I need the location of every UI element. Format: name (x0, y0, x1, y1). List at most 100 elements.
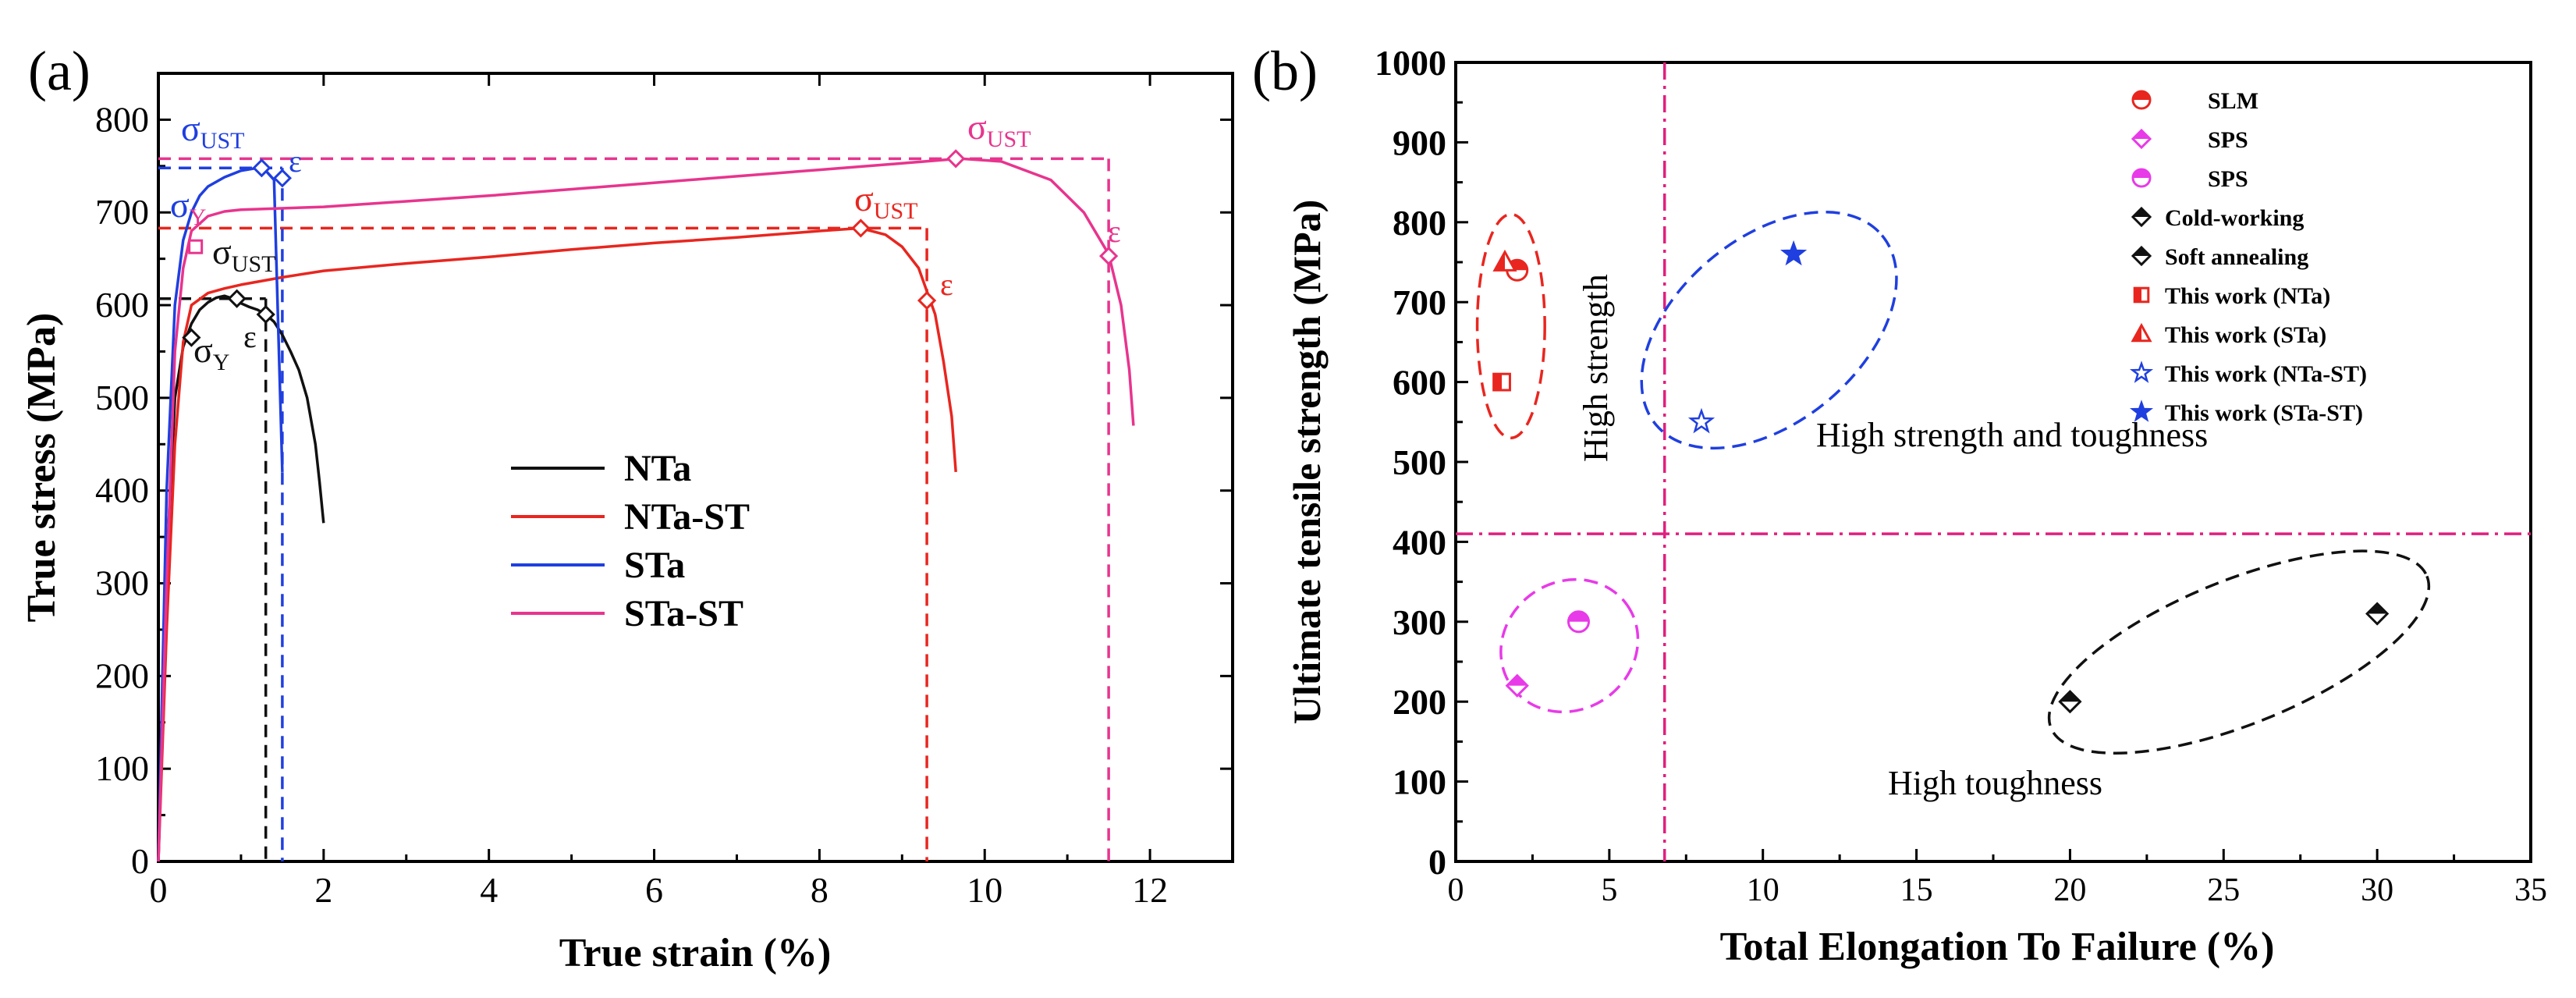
panel-a-dashed-guide (158, 226, 928, 861)
panel-b-y-tick-labels: 0 100 200 300 400 500 600 700 800 900 1000 (1375, 43, 1446, 882)
legend-label-this-work-nta: This work (NTa) (2165, 283, 2330, 309)
panel-b-y-tick-label: 300 (1393, 602, 1446, 642)
panel-b-x-axis-label: Total Elongation To Failure (%) (1720, 925, 2275, 969)
panel-b-reference-lines (1456, 62, 2531, 861)
panel-a-y-axis-label: True stress (MPa) (20, 313, 64, 623)
legend-marker-this-work-nta-st (2129, 360, 2154, 383)
legend-label-this-work-sta-st: This work (STa-ST) (2165, 400, 2363, 426)
point-this-work-nta (1492, 372, 1511, 392)
point-sps-fill (1506, 675, 1528, 686)
region-label-high-strength-toughness: High strength and toughness (1816, 416, 2208, 454)
legend-marker-sps-fill (2133, 169, 2150, 178)
point-this-work-nta-st-shape (1687, 407, 1716, 434)
legend-marker-soft-annealing (2131, 245, 2152, 267)
legend-marker-this-work-nta-st-shape (2129, 360, 2154, 383)
panel-a-x-tick-label: 8 (811, 870, 829, 910)
marker-sta-point (272, 169, 293, 188)
panel-b-y-tick-label: 500 (1393, 442, 1446, 482)
marker-sta-st-point (1098, 246, 1119, 266)
point-this-work-sta (1492, 249, 1517, 272)
panel-a-y-tick-label: 400 (95, 471, 149, 510)
panel-b-region-labels: High strength and toughness High toughne… (1577, 274, 2208, 802)
legend-label-slm: SLM (2208, 88, 2258, 114)
legend-marker-sps-fill (2133, 130, 2150, 139)
legend-marker-this-work-sta-st-shape (2129, 400, 2154, 422)
panel-a-x-tick-label: 10 (967, 870, 1002, 910)
panel-b-y-tick-label: 400 (1393, 522, 1446, 562)
panel-b-y-tick-label: 0 (1428, 842, 1446, 882)
region-ellipse-high-strength-and-toughness (1640, 210, 1898, 450)
panel-b-ticks (1454, 61, 2532, 863)
point-soft-annealing-fill (2060, 691, 2081, 702)
panel-a-y-tick-label: 600 (95, 285, 149, 325)
annotation-epsilon-sta-st: ε (1108, 214, 1121, 249)
panel-b-x-tick-label: 30 (2361, 872, 2393, 908)
panel-a-x-tick-label: 2 (314, 870, 332, 910)
point-soft-annealing (2058, 690, 2082, 714)
series-line-sta-st (157, 157, 1135, 862)
legend-label-cold-working: Cold-working (2165, 205, 2304, 231)
marker-sta-st-yield (188, 239, 204, 254)
point-this-work-nta-st (1687, 407, 1716, 434)
legend-label-sps: SPS (2208, 166, 2248, 192)
panel-b-regions (1475, 210, 2431, 755)
annotation-sigma-y-sta-st: σY (170, 185, 206, 230)
marker-nta-point (182, 328, 201, 347)
region-label-high-toughness: High toughness (1888, 764, 2102, 802)
panel-b-x-tick-label: 15 (1900, 872, 1933, 908)
annotation-epsilon-nta: ε (243, 319, 257, 354)
annotation-sigma-y-nta: σY (193, 330, 229, 375)
panel-b-x-tick-label: 10 (1747, 872, 1779, 908)
panel-b-y-tick-label: 600 (1393, 363, 1446, 403)
legend-label-nta-st: NTa-ST (624, 496, 750, 538)
panel-b-y-tick-label: 800 (1393, 203, 1446, 243)
marker-sta-st-point (946, 149, 966, 169)
legend-label-this-work-sta: This work (STa) (2165, 322, 2326, 348)
panel-a-legend: NTa NTa-ST STa STa-ST (511, 448, 750, 634)
panel-b-label: (b) (1252, 40, 1318, 102)
point-this-work-nta-fill (1493, 374, 1503, 390)
panel-a-plot-frame (157, 72, 1234, 863)
marker-sta-point (252, 158, 271, 178)
panel-b-y-tick-label: 100 (1393, 762, 1446, 802)
panel-b-y-axis-label: Ultimate tensile strength (MPa) (1285, 200, 1329, 725)
legend-marker-this-work-sta-fill (2133, 325, 2141, 341)
panel-a-y-tick-label: 0 (131, 841, 149, 881)
legend-marker-this-work-sta (2131, 322, 2152, 343)
point-sps (1505, 673, 1529, 698)
marker-nta-point (256, 304, 275, 325)
panel-a-x-tick-label: 6 (645, 870, 663, 910)
panel-b-points (1492, 240, 2390, 714)
legend-marker-this-work-sta-st (2129, 400, 2154, 422)
point-cold-working (2365, 602, 2390, 626)
panel-b-y-tick-label: 700 (1393, 282, 1446, 322)
series-line-nta-st (157, 226, 957, 862)
legend-marker-sps (2131, 168, 2152, 188)
annotation-epsilon-sta: ε (289, 144, 302, 179)
panel-b-x-tick-label: 20 (2053, 872, 2086, 908)
region-label-high-strength: High strength (1577, 274, 1615, 462)
point-cold-working-fill (2367, 603, 2388, 614)
panel-a-x-tick-label: 0 (150, 870, 168, 910)
point-this-work-sta-st (1780, 240, 1808, 266)
series-line-nta (157, 294, 325, 862)
legend-marker-cold-working (2131, 206, 2152, 228)
panel-b-x-tick-label: 35 (2514, 872, 2547, 908)
point-this-work-sta-st-shape (1780, 240, 1808, 266)
panel-a-label: (a) (28, 40, 90, 102)
legend-marker-slm (2131, 90, 2152, 110)
annotation-epsilon-nta-st: ε (940, 267, 953, 302)
panel-a-y-tick-label: 200 (95, 655, 149, 695)
legend-label-sta-st: STa-ST (624, 593, 743, 634)
legend-label-this-work-nta-st: This work (NTa-ST) (2165, 361, 2367, 387)
legend-label-nta: NTa (624, 448, 691, 489)
panel-b-x-tick-label: 0 (1448, 872, 1464, 908)
annotation-sigma-ust-nta: σUST (212, 232, 275, 277)
legend-label-sps: SPS (2208, 127, 2248, 153)
annotation-sigma-ust-nta-st: σUST (854, 179, 917, 224)
panel-b-x-tick-label: 25 (2207, 872, 2240, 908)
panel-b-y-tick-label: 200 (1393, 682, 1446, 722)
panel-b-chart: (b) 0 5 10 15 20 25 30 35 0 100 200 300 400 500 600 70… (1252, 40, 2547, 969)
legend-label-soft-annealing: Soft annealing (2165, 244, 2308, 270)
